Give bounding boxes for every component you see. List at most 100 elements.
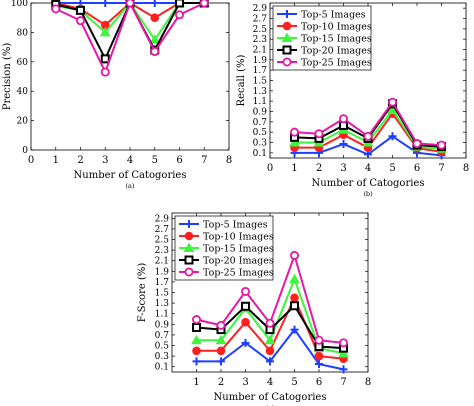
data-point (315, 360, 323, 369)
subfigure-caption: (a) (126, 182, 135, 190)
y-tick-label: 60 (17, 58, 29, 68)
data-point (314, 335, 324, 345)
data-point (199, 0, 209, 8)
data-point (436, 140, 446, 150)
data-point (339, 365, 348, 374)
data-point (240, 286, 250, 296)
data-point (215, 334, 227, 345)
y-tick-label: 1.5 (155, 289, 170, 299)
x-tick-label: 6 (176, 155, 182, 166)
legend-marker (185, 220, 193, 228)
y-tick-label: 20 (17, 117, 29, 127)
y-axis-label: F-Score (%) (137, 263, 148, 323)
data-point (192, 346, 201, 356)
series-top-5-images (290, 132, 446, 160)
x-axis-label: Number of Catogories (312, 178, 425, 189)
data-point (412, 139, 422, 149)
legend-label: Top-25 Images (301, 58, 372, 69)
y-tick-label: 80 (17, 28, 29, 38)
x-tick-label: 2 (77, 155, 83, 166)
x-tick-label: 7 (340, 377, 346, 388)
y-tick-label: 0.5 (253, 128, 268, 138)
y-tick-label: 0.9 (155, 320, 170, 330)
data-point (289, 136, 300, 147)
y-tick-label: 0.7 (155, 331, 170, 341)
data-point (289, 127, 299, 137)
data-point (266, 357, 274, 366)
chart-precision: 0 20 40 60 80 100 0 1 2 3 4 5 6 7 8 Number of Catogorie… (2, 0, 232, 190)
legend-marker (282, 57, 292, 67)
y-tick-label: 0.5 (155, 342, 170, 352)
subfigure-caption: (b) (363, 190, 373, 198)
legend-label: Top-25 Images (203, 268, 274, 279)
data-point (150, 13, 160, 23)
y-tick-label: 1.3 (253, 87, 268, 97)
x-axis-label: Number of Catogories (74, 170, 187, 181)
y-tick-label: 2.3 (253, 35, 268, 45)
data-point (290, 325, 299, 334)
data-point (339, 140, 348, 149)
data-point (76, 5, 85, 15)
data-point (191, 334, 202, 345)
x-tick-label: 8 (463, 163, 469, 174)
legend-label: Top-5 Images (203, 220, 268, 231)
data-point (192, 357, 201, 366)
series-top-25-images (289, 97, 446, 150)
y-tick-label: 0.9 (253, 108, 268, 118)
data-point (100, 67, 110, 77)
y-tick-label: 2.5 (155, 236, 170, 246)
x-tick-label: 5 (152, 155, 158, 166)
data-point (174, 10, 184, 20)
data-point (100, 54, 110, 64)
y-tick-label: 0.1 (253, 149, 267, 159)
x-tick-label: 6 (316, 377, 322, 388)
y-tick-label: 2.7 (155, 225, 170, 235)
chart-fscore: 0.10.30.50.70.91.11.31.51.71.92.12.32.52… (137, 212, 371, 406)
y-tick-label: 0 (22, 146, 28, 156)
x-tick-label: 5 (291, 377, 297, 388)
data-point (241, 317, 250, 327)
data-point (101, 0, 110, 7)
data-point (125, 0, 135, 8)
y-axis-label: Recall (%) (236, 54, 247, 106)
data-point (289, 273, 300, 284)
data-point (264, 334, 276, 345)
data-point (338, 114, 348, 124)
x-tick-label: 3 (102, 155, 108, 166)
x-axis-label: Number of Catogories (214, 392, 327, 403)
data-point (150, 47, 160, 57)
legend-marker (184, 255, 194, 265)
data-point (290, 293, 299, 303)
data-point (265, 346, 275, 356)
x-tick-label: 1 (53, 155, 59, 166)
data-point (149, 34, 161, 44)
x-tick-label: 6 (414, 163, 420, 174)
x-tick-label: 1 (291, 163, 297, 174)
y-tick-label: 2.7 (253, 15, 268, 25)
data-point (338, 347, 349, 358)
legend-label: Top-20 Images (301, 46, 372, 57)
legend-marker (281, 32, 293, 42)
y-tick-label: 2.1 (155, 257, 169, 267)
legend-marker (282, 21, 292, 31)
x-tick-label: 1 (193, 377, 199, 388)
y-tick-label: 0.7 (253, 118, 268, 128)
series-top-5-images (192, 325, 348, 374)
data-point (289, 250, 299, 260)
x-tick-label: 3 (340, 163, 346, 174)
data-point (192, 322, 201, 332)
y-tick-label: 2.9 (253, 4, 268, 14)
plot-frame (30, 2, 230, 151)
series-top-10-images (192, 293, 348, 364)
legend-marker (184, 231, 194, 241)
legend-label: Top-20 Images (203, 256, 274, 267)
legend-marker (283, 10, 291, 18)
y-tick-label: 1.3 (155, 299, 170, 309)
y-axis-label: Precision (%) (2, 43, 13, 111)
legend-label: Top-15 Images (203, 244, 274, 255)
y-tick-label: 1.7 (155, 278, 170, 288)
y-tick-label: 0.3 (155, 352, 170, 362)
subfigure-caption: (c) (266, 404, 275, 406)
